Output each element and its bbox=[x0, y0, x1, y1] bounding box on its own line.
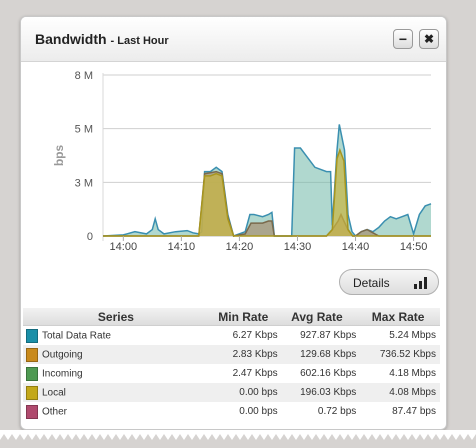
series-name: Other bbox=[42, 406, 68, 417]
min-rate-cell: 2.47 Kbps bbox=[232, 368, 278, 379]
widget-subtitle: - Last Hour bbox=[110, 35, 169, 47]
max-rate-cell: 4.08 Mbps bbox=[360, 383, 440, 402]
chart-svg: 0 3 M 5 M 8 M bps 14:00 14:10 14:20 14:30 14:40 14… bbox=[52, 70, 432, 253]
series-cell: Outgoing bbox=[23, 345, 209, 364]
max-rate-cell: 4.18 Mbps bbox=[389, 368, 436, 379]
avg-rate-cell: 129.68 Kbps bbox=[277, 345, 361, 364]
header-min-rate: Min Rate bbox=[208, 308, 278, 326]
min-rate-cell: 0.00 bps bbox=[239, 406, 278, 417]
y-tick-label: 0 bbox=[87, 231, 93, 243]
series-cell: Incoming bbox=[23, 364, 209, 383]
series-color-swatch bbox=[26, 328, 38, 343]
series-name: Local bbox=[42, 387, 66, 398]
table-row: Local 0.00 bps 196.03 Kbps 4.08 Mbps bbox=[23, 383, 440, 402]
max-rate-cell: 87.47 bps bbox=[392, 406, 436, 417]
series-color-swatch bbox=[26, 366, 38, 381]
series-table: Series Min Rate Avg Rate Max Rate Total … bbox=[23, 308, 440, 421]
min-rate-cell: 0.00 bps bbox=[208, 383, 278, 402]
series-line bbox=[103, 147, 431, 237]
bandwidth-widget: Bandwidth - Last Hour − ✖ 0 3 M 5 M 8 M bps 14… bbox=[20, 16, 447, 430]
table-row: Incoming 2.47 Kbps 602.16 Kbps 4.18 Mbps bbox=[23, 364, 440, 383]
widget-title-text: Bandwidth bbox=[35, 31, 107, 47]
series-color-swatch bbox=[26, 347, 38, 362]
x-tick-label: 14:30 bbox=[284, 241, 312, 253]
series-name: Outgoing bbox=[42, 349, 83, 360]
table-row: Outgoing 2.83 Kbps 129.68 Kbps 736.52 Kbps bbox=[23, 345, 440, 364]
series-name: Incoming bbox=[42, 368, 83, 379]
min-rate-cell: 6.27 Kbps bbox=[232, 330, 278, 341]
x-tick-label: 14:10 bbox=[168, 241, 196, 253]
max-rate-cell: 736.52 Kbps bbox=[360, 345, 440, 364]
minimize-button[interactable]: − bbox=[393, 29, 413, 49]
table-row: Total Data Rate 6.27 Kbps 927.87 Kbps 5.24 … bbox=[23, 326, 440, 346]
details-label: Details bbox=[353, 276, 390, 290]
header-avg-rate: Avg Rate bbox=[277, 308, 361, 326]
series-cell: Total Data Rate bbox=[23, 326, 209, 346]
bandwidth-chart: 0 3 M 5 M 8 M bps 14:00 14:10 14:20 14:30 14:40 14… bbox=[21, 61, 446, 281]
avg-rate-cell: 927.87 Kbps bbox=[300, 330, 357, 341]
series-color-swatch bbox=[26, 385, 38, 400]
header-series: Series bbox=[23, 308, 209, 326]
y-tick-label: 5 M bbox=[75, 124, 93, 136]
max-rate-cell: 5.24 Mbps bbox=[389, 330, 436, 341]
table-row: Other 0.00 bps 0.72 bps 87.47 bps bbox=[23, 402, 440, 421]
x-tick-label: 14:00 bbox=[110, 241, 138, 253]
close-icon: ✖ bbox=[423, 32, 435, 46]
series-cell: Other bbox=[23, 402, 209, 421]
table-header-row: Series Min Rate Avg Rate Max Rate bbox=[23, 308, 440, 326]
x-tick-label: 14:50 bbox=[400, 241, 428, 253]
avg-rate-cell: 602.16 Kbps bbox=[300, 368, 357, 379]
widget-title: Bandwidth - Last Hour bbox=[35, 31, 169, 47]
widget-header: Bandwidth - Last Hour − ✖ bbox=[21, 17, 446, 62]
y-tick-label: 8 M bbox=[75, 70, 93, 82]
series-color-swatch bbox=[26, 404, 38, 419]
close-button[interactable]: ✖ bbox=[419, 29, 439, 49]
table-body: Total Data Rate 6.27 Kbps 927.87 Kbps 5.24 … bbox=[23, 326, 440, 422]
y-axis-label: bps bbox=[52, 145, 66, 167]
bar-chart-icon bbox=[414, 277, 428, 289]
x-tick-label: 14:40 bbox=[342, 241, 370, 253]
minus-icon: − bbox=[398, 31, 408, 47]
series-name: Total Data Rate bbox=[42, 330, 111, 341]
header-max-rate: Max Rate bbox=[360, 308, 440, 326]
avg-rate-cell: 196.03 Kbps bbox=[277, 383, 361, 402]
series-area bbox=[103, 124, 431, 236]
x-tick-label: 14:20 bbox=[226, 241, 254, 253]
details-button[interactable]: Details bbox=[339, 269, 439, 295]
series-area bbox=[103, 171, 431, 236]
torn-edge bbox=[0, 430, 476, 440]
y-tick-label: 3 M bbox=[75, 177, 93, 189]
series-cell: Local bbox=[23, 383, 209, 402]
avg-rate-cell: 0.72 bps bbox=[317, 406, 357, 417]
min-rate-cell: 2.83 Kbps bbox=[208, 345, 278, 364]
